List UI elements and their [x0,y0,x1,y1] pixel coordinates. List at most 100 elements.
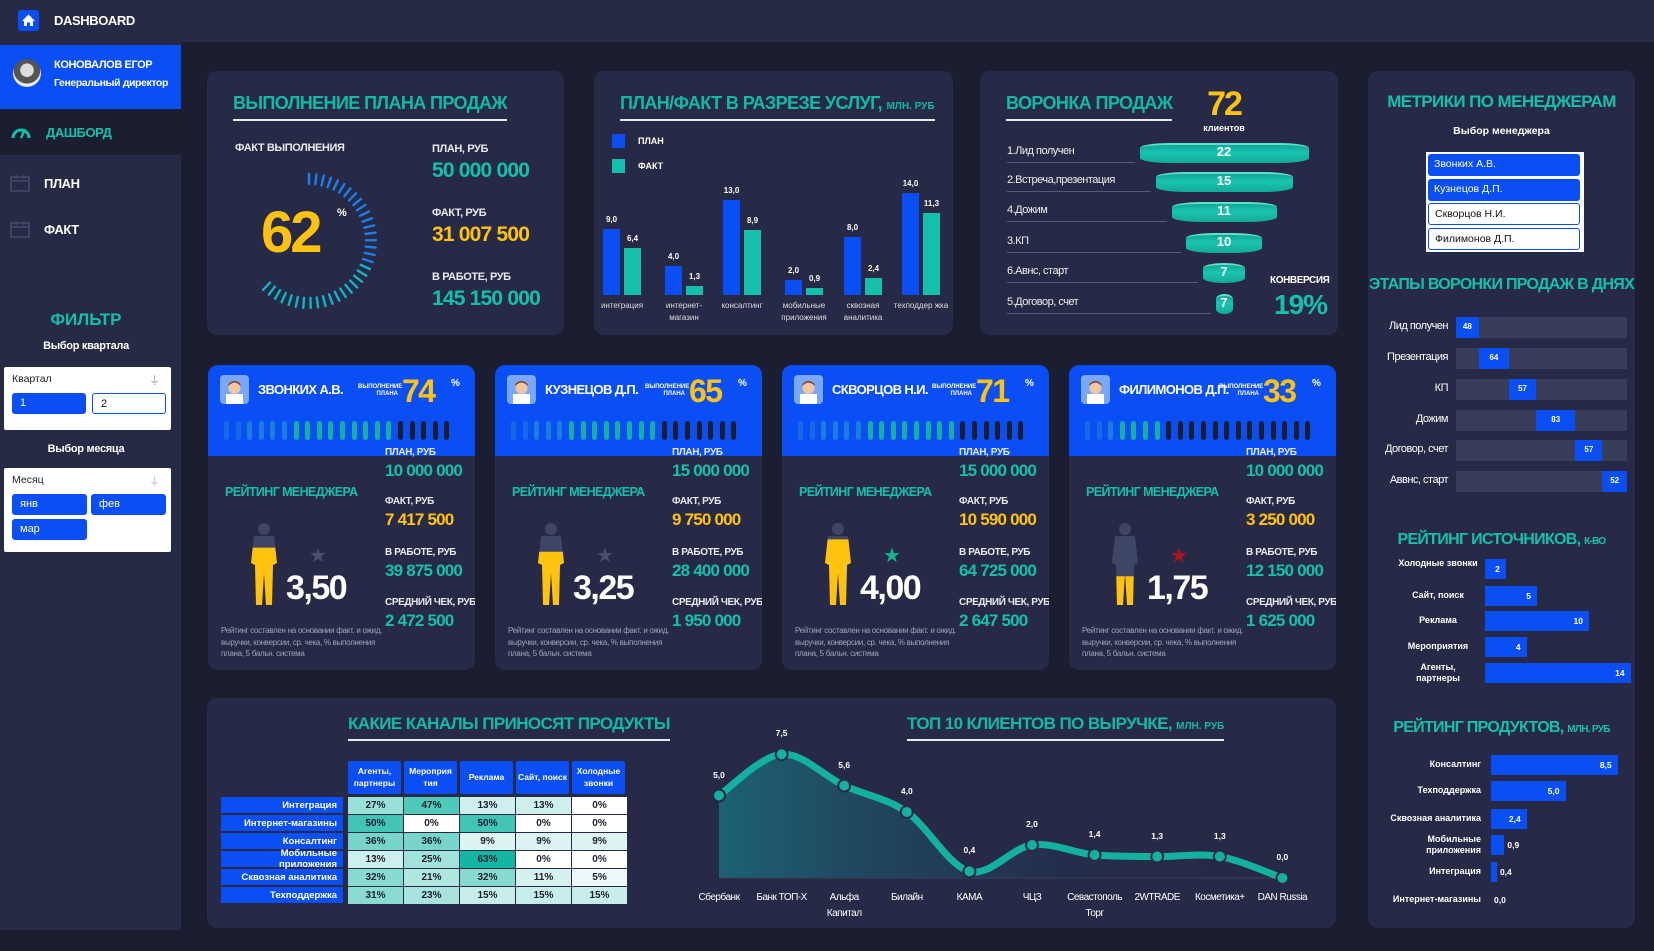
point-value-label: 7,5 [775,728,788,739]
funnel-stage-cylinder[interactable] [1186,233,1262,253]
line-point[interactable] [1212,849,1227,864]
clear-filter-icon[interactable]: ⏚ [149,375,160,387]
line-point[interactable] [1150,849,1165,864]
funnel-stage-value: 7 [1220,295,1228,310]
line-point[interactable] [774,747,789,762]
line-point[interactable] [1025,838,1039,852]
line-point[interactable] [962,864,977,879]
gauge-percent: 62 [261,200,322,265]
plan-progress-segment [603,421,609,440]
manager-option[interactable]: Кузнецов Д.П. [1428,178,1580,201]
table-cell: 0% [516,815,571,832]
plan-progress-segment [1006,421,1012,440]
conversion-label: КОНВЕРСИЯ [1270,275,1330,286]
product-bar [1491,755,1618,775]
card-title: ВЫПОЛНЕНИЕ ПЛАНА ПРОДАЖ [233,93,508,121]
nav-item-dashboard[interactable]: ДАШБОРД [0,109,181,155]
plan-progress-segment [282,421,287,440]
plan-exec-percent: 74 [402,373,436,409]
legend-plan-label: ПЛАН [638,136,664,146]
quarter-option-2[interactable]: 2 [92,393,166,414]
plan-progress-segment [879,421,885,440]
month-option-mar[interactable]: мар [12,519,87,540]
gauge-tick [355,203,367,212]
gauge-tick [361,217,374,223]
plan-progress-segment [1235,421,1241,440]
quarter-option-1[interactable]: 1 [12,393,86,414]
top-clients-line-chart [712,747,1290,885]
stages-title: ЭТАПЫ ВОРОНКИ ПРОДАЖ В ДНЯХ [1368,276,1635,293]
plan-progress-segment [569,421,574,440]
manager-option[interactable]: Звонких А.В. [1428,154,1580,176]
plan-progress-segment [1282,421,1288,440]
plan-exec-percent: 33 [1263,373,1297,409]
table-cell: 23% [404,887,459,904]
product-label: Интернет-магазины [1392,894,1481,904]
manager-avatar-icon [220,375,249,404]
line-point[interactable] [899,805,914,819]
stage-label: КП [1434,382,1449,394]
avatar [13,59,41,87]
plan-progress-segment [363,421,369,440]
fact-bar [865,277,882,295]
plan-value: 10 000 000 [385,461,463,480]
funnel-stage-cylinder[interactable] [1171,202,1277,222]
month-option-feb[interactable]: фев [91,494,166,515]
title-unit: К-ВО [1584,536,1606,547]
month-option-jan[interactable]: янв [12,494,87,515]
line-point[interactable] [1275,871,1290,885]
work-label: В РАБОТЕ, РУБ [432,271,511,283]
table-cell: 13% [348,851,403,868]
plan-progress-segment [1131,421,1137,440]
home-icon[interactable] [18,10,39,31]
funnel-stage-cylinder[interactable] [1203,263,1245,283]
table-column-header: Агенты, партнеры [348,761,401,794]
line-point[interactable] [1087,847,1102,862]
rating-title: РЕЙТИНГ МЕНЕДЖЕРА [799,485,932,499]
line-point[interactable] [837,778,852,793]
plan-progress-segment [867,421,873,440]
plan-label: ПЛАН, РУБ [432,143,488,155]
clear-filter-icon[interactable]: ⏚ [149,476,160,488]
plan-progress-segment [1143,421,1148,440]
bar-value-label: 2,4 [867,263,880,273]
manager-slicer: Звонких А.В. Кузнецов Д.П. Скворцов Н.И. Фи… [1426,152,1584,252]
funnel-stage-cylinder[interactable] [1155,172,1293,192]
nav-item-plan[interactable]: ПЛАН [0,162,181,204]
plan-progress-segment [1305,421,1311,440]
rating-value: 4,00 [860,569,922,607]
table-cell: 36% [348,833,403,850]
plan-bar [665,265,682,295]
product-bar [1491,835,1505,855]
percent-sign: % [451,378,460,389]
funnel-stage-cylinder[interactable] [1215,294,1233,314]
work-value: 28 400 000 [672,561,750,580]
clients-title: ТОП 10 КЛИЕНТОВ ПО ВЫРУЧКЕ, МЛН. РУБ [907,714,1225,741]
nav-item-fact[interactable]: ФАКТ [0,208,181,250]
user-profile[interactable]: КОНОВАЛОВ ЕГОР Генеральный директор [0,45,181,109]
line-point[interactable] [712,788,726,803]
user-role: Генеральный директор [54,77,168,89]
manager-option[interactable]: Скворцов Н.И. [1428,203,1580,225]
gauge-tick [344,283,354,294]
manager-card[interactable]: КУЗНЕЦОВ Д.П. ВЫПОЛНЕНИЕ ПЛАНА 65% РЕЙТИНГ … [495,365,762,670]
manager-card[interactable]: ЗВОНКИХ А.В. ВЫПОЛНЕНИЕ ПЛАНА 74% РЕЙТИНГ М… [208,365,475,670]
manager-card-header: ЗВОНКИХ А.В. ВЫПОЛНЕНИЕ ПЛАНА 74% [208,365,475,456]
manager-card[interactable]: СКВОРЦОВ Н.И. ВЫПОЛНЕНИЕ ПЛАНА 71% РЕЙТИНГ … [782,365,1049,670]
rating-title: РЕЙТИНГ МЕНЕДЖЕРА [1086,485,1219,499]
fact-value: 3 250 000 [1246,510,1315,529]
category-label: интернет-магазин [665,301,703,322]
table-cell: 15% [516,887,571,904]
manager-select-label: Выбор менеджера [1453,125,1550,137]
table-cell: 63% [460,851,515,868]
manager-option[interactable]: Филимонов Д.П. [1428,227,1580,250]
source-bar [1485,559,1506,579]
manager-card[interactable]: ФИЛИМОНОВ Д.П. ВЫПОЛНЕНИЕ ПЛАНА 33% РЕЙТИНГ… [1069,365,1336,670]
bar-value-label: 4,0 [667,251,680,261]
gauge-tick [339,287,348,299]
plan-progress-segment [844,421,850,440]
filter-title: ФИЛЬТР [50,310,122,329]
plan-progress-segment [638,421,644,440]
plan-bar [723,200,740,295]
funnel-stage-cylinder[interactable] [1139,143,1309,163]
